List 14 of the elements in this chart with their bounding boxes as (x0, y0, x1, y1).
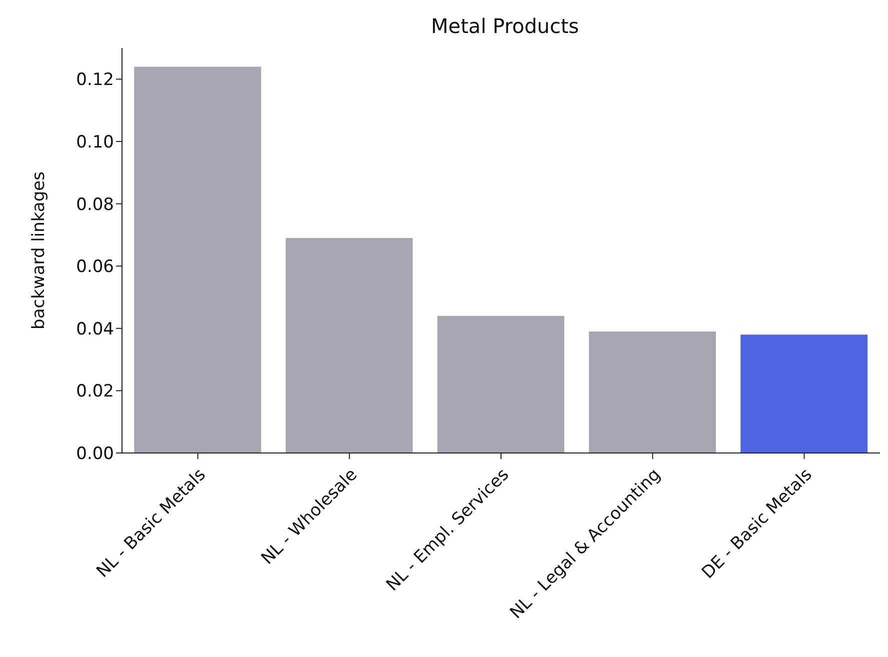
y-tick-label: 0.04 (76, 319, 114, 340)
y-tick-label: 0.00 (76, 444, 114, 464)
chart-title: Metal Products (430, 14, 580, 38)
y-tick-label: 0.06 (76, 257, 114, 278)
y-tick-label: 0.02 (76, 382, 114, 402)
bar (588, 332, 716, 453)
bar (286, 238, 413, 453)
y-axis-title: backward linkages (29, 171, 50, 330)
y-tick-label: 0.08 (76, 194, 114, 215)
y-tick-label: 0.10 (76, 132, 114, 152)
y-tick-label: 0.12 (76, 70, 114, 90)
bar (437, 316, 564, 453)
bar (740, 334, 868, 453)
bar (134, 66, 262, 453)
